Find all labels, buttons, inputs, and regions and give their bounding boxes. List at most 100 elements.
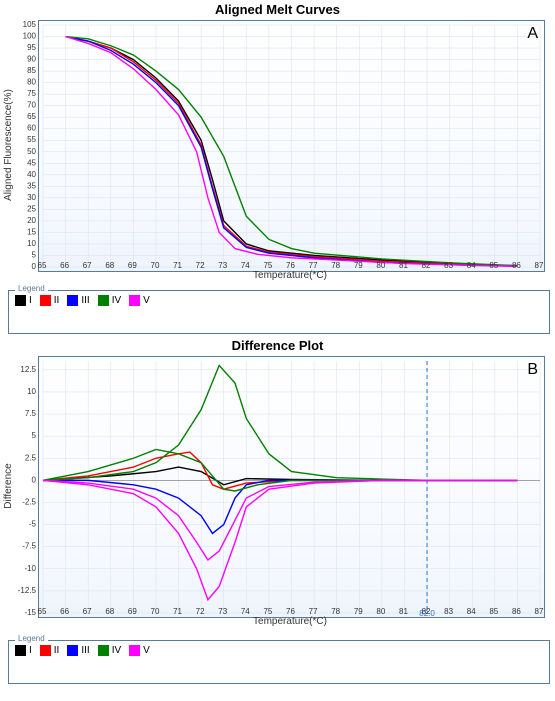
svg-text:25: 25 (27, 204, 36, 213)
legend-label-II: II (54, 295, 60, 306)
panel-a-chart: A (38, 20, 545, 272)
svg-text:79: 79 (354, 261, 363, 270)
legend-label-IV: IV (112, 645, 121, 656)
svg-text:86: 86 (512, 261, 521, 270)
legend-label-V: V (143, 295, 150, 306)
svg-text:-2.5: -2.5 (22, 497, 36, 506)
panel-a-svg (39, 21, 544, 271)
legend-swatch-III (67, 645, 78, 656)
svg-text:68: 68 (105, 261, 114, 270)
svg-text:73: 73 (218, 607, 227, 616)
svg-text:76: 76 (286, 607, 295, 616)
svg-text:40: 40 (27, 170, 36, 179)
svg-text:0: 0 (32, 475, 37, 484)
svg-text:74: 74 (241, 261, 250, 270)
svg-text:80: 80 (376, 607, 385, 616)
svg-text:0: 0 (32, 262, 37, 270)
svg-text:75: 75 (27, 89, 36, 98)
svg-text:68: 68 (105, 607, 114, 616)
svg-text:85: 85 (27, 66, 36, 75)
svg-text:72: 72 (196, 261, 205, 270)
svg-text:71: 71 (173, 261, 182, 270)
legend-label-III: III (81, 645, 89, 656)
svg-text:5: 5 (32, 250, 37, 259)
svg-text:5: 5 (32, 431, 37, 440)
panel-a-xaxis: 6566676869707172737475767778798081828384… (38, 270, 543, 280)
svg-text:50: 50 (27, 147, 36, 156)
svg-text:-15: -15 (24, 608, 36, 616)
legend-b-items: IIIIIIIVV (9, 641, 549, 660)
svg-text:84: 84 (467, 261, 476, 270)
svg-text:100: 100 (23, 32, 37, 41)
legend-swatch-V (129, 645, 140, 656)
svg-text:55: 55 (27, 135, 36, 144)
panel-a-yaxis: Aligned Fluorescence(%) 0510152025303540… (0, 20, 38, 270)
svg-text:76: 76 (286, 261, 295, 270)
legend-a: Legend IIIIIIIVV (8, 290, 550, 334)
legend-label-I: I (29, 295, 32, 306)
svg-text:83: 83 (444, 261, 453, 270)
panel-b-svg: 82.0 (39, 357, 544, 617)
svg-text:72: 72 (196, 607, 205, 616)
svg-text:82: 82 (422, 607, 431, 616)
svg-text:69: 69 (128, 261, 137, 270)
svg-text:60: 60 (27, 124, 36, 133)
svg-text:10: 10 (27, 387, 36, 396)
legend-label-III: III (81, 295, 89, 306)
svg-text:70: 70 (151, 261, 160, 270)
legend-b-title: Legend (15, 634, 48, 643)
svg-text:80: 80 (376, 261, 385, 270)
svg-text:67: 67 (83, 607, 92, 616)
legend-swatch-II (40, 295, 51, 306)
svg-text:70: 70 (27, 101, 36, 110)
legend-swatch-II (40, 645, 51, 656)
svg-text:-7.5: -7.5 (22, 542, 36, 551)
svg-text:87: 87 (535, 607, 544, 616)
panel-b-xaxis: 6566676869707172737475767778798081828384… (38, 616, 543, 626)
svg-text:30: 30 (27, 193, 36, 202)
legend-a-items: IIIIIIIVV (9, 291, 549, 310)
svg-text:77: 77 (309, 261, 318, 270)
svg-text:78: 78 (331, 261, 340, 270)
svg-text:82: 82 (422, 261, 431, 270)
svg-text:85: 85 (489, 607, 498, 616)
svg-text:83: 83 (444, 607, 453, 616)
svg-text:85: 85 (489, 261, 498, 270)
svg-text:105: 105 (23, 20, 37, 29)
svg-text:67: 67 (83, 261, 92, 270)
panel-b-title: Difference Plot (0, 338, 555, 353)
legend-b: Legend IIIIIIIVV (8, 640, 550, 684)
svg-text:79: 79 (354, 607, 363, 616)
svg-text:95: 95 (27, 43, 36, 52)
svg-text:Temperature(*C): Temperature(*C) (253, 616, 327, 627)
svg-text:75: 75 (263, 607, 272, 616)
svg-text:Temperature(*C): Temperature(*C) (253, 270, 327, 281)
svg-text:-12.5: -12.5 (18, 586, 37, 595)
svg-text:81: 81 (399, 607, 408, 616)
svg-text:66: 66 (60, 607, 69, 616)
svg-text:66: 66 (60, 261, 69, 270)
svg-text:35: 35 (27, 181, 36, 190)
svg-text:7.5: 7.5 (25, 409, 37, 418)
panel-b-yaxis: Difference -15-12.5-10-7.5-5-2.502.557.5… (0, 356, 38, 616)
legend-label-IV: IV (112, 295, 121, 306)
svg-text:65: 65 (38, 607, 47, 616)
svg-text:78: 78 (331, 607, 340, 616)
panel-b-chart: B 82.0 (38, 356, 545, 618)
legend-swatch-IV (98, 295, 109, 306)
svg-text:84: 84 (467, 607, 476, 616)
legend-label-I: I (29, 645, 32, 656)
svg-text:86: 86 (512, 607, 521, 616)
svg-text:87: 87 (535, 261, 544, 270)
svg-text:70: 70 (151, 607, 160, 616)
legend-swatch-I (15, 645, 26, 656)
svg-text:15: 15 (27, 227, 36, 236)
panel-a-title: Aligned Melt Curves (0, 2, 555, 17)
legend-swatch-III (67, 295, 78, 306)
svg-text:74: 74 (241, 607, 250, 616)
svg-text:80: 80 (27, 78, 36, 87)
svg-text:20: 20 (27, 216, 36, 225)
legend-swatch-IV (98, 645, 109, 656)
svg-text:2.5: 2.5 (25, 453, 37, 462)
panel-a-letter: A (527, 25, 538, 43)
